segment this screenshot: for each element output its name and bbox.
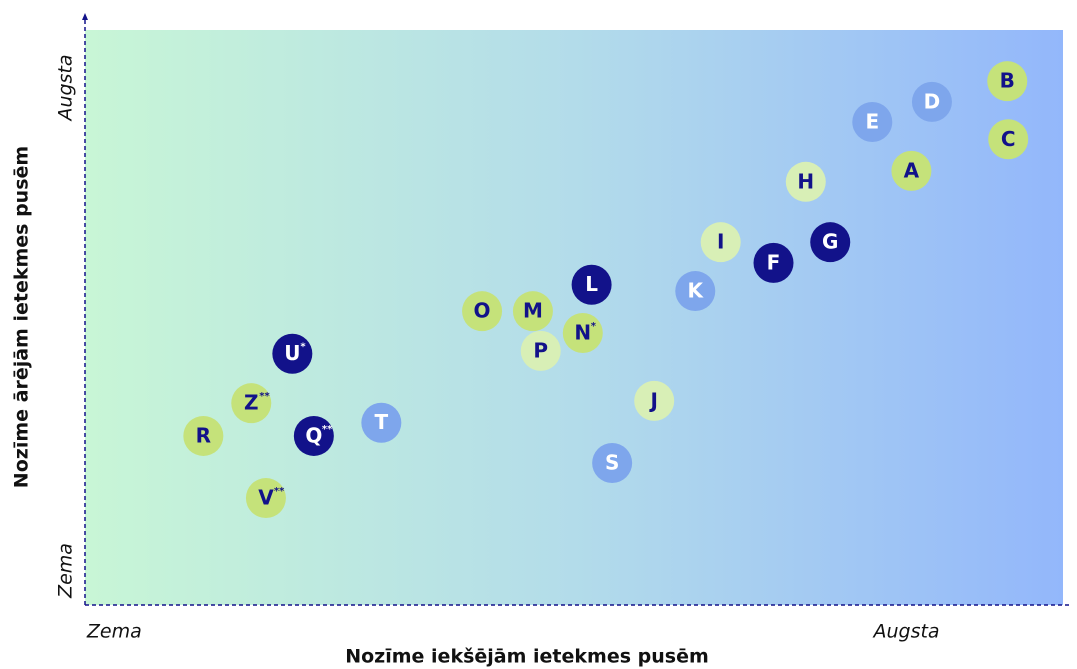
point-label: J — [648, 388, 657, 412]
point-label: F — [767, 250, 781, 274]
point — [520, 330, 561, 371]
point-label: Z — [244, 391, 259, 415]
point-label: A — [904, 158, 920, 182]
point-label: N — [574, 321, 591, 345]
point — [634, 380, 675, 421]
point-label: B — [1000, 69, 1015, 93]
point — [675, 271, 716, 312]
x-tick-label: Zema — [86, 621, 142, 643]
point-label: R — [196, 423, 211, 447]
point-label: U — [284, 341, 300, 365]
point-label: Q — [305, 423, 322, 447]
point — [361, 402, 402, 443]
x-tick-label: Augsta — [871, 621, 939, 643]
point — [891, 150, 932, 191]
point-label: P — [533, 338, 548, 362]
point — [785, 161, 826, 202]
point — [810, 222, 851, 263]
point — [293, 415, 334, 456]
point — [245, 478, 286, 519]
point — [272, 333, 313, 374]
point-label: V — [258, 486, 274, 510]
point — [852, 102, 893, 142]
point-label: G — [822, 230, 838, 254]
point — [911, 81, 952, 122]
point-note: ** — [259, 391, 270, 402]
point-label: M — [523, 299, 543, 323]
point-label: D — [924, 89, 941, 113]
point-label: K — [688, 279, 705, 303]
y-tick-label: Zema — [55, 543, 77, 599]
point — [183, 415, 224, 456]
point-label: O — [474, 299, 491, 323]
point — [231, 383, 272, 424]
point — [987, 61, 1028, 102]
point-label: C — [1001, 127, 1016, 151]
y-tick-label: Augsta — [55, 54, 77, 122]
point-note: * — [300, 342, 306, 353]
point-note: ** — [322, 424, 333, 435]
y-axis-arrow — [82, 13, 88, 20]
point-label: E — [865, 110, 879, 134]
point-label: L — [585, 272, 598, 296]
point — [571, 264, 612, 305]
point-note: * — [591, 321, 597, 332]
point — [512, 291, 553, 332]
point-label: T — [375, 410, 389, 434]
point-label: S — [605, 450, 619, 474]
y-axis-title: Nozīme ārējām ietekmes pusēm — [11, 146, 33, 488]
point — [753, 242, 794, 283]
x-axis-title: Nozīme iekšējām ietekmes pusēm — [345, 646, 709, 668]
point-label: I — [717, 230, 724, 254]
point — [592, 442, 633, 483]
point-note: ** — [274, 486, 285, 497]
point — [462, 291, 503, 332]
point-label: H — [797, 169, 814, 193]
point — [988, 119, 1029, 160]
point — [562, 313, 603, 354]
point — [700, 222, 741, 263]
